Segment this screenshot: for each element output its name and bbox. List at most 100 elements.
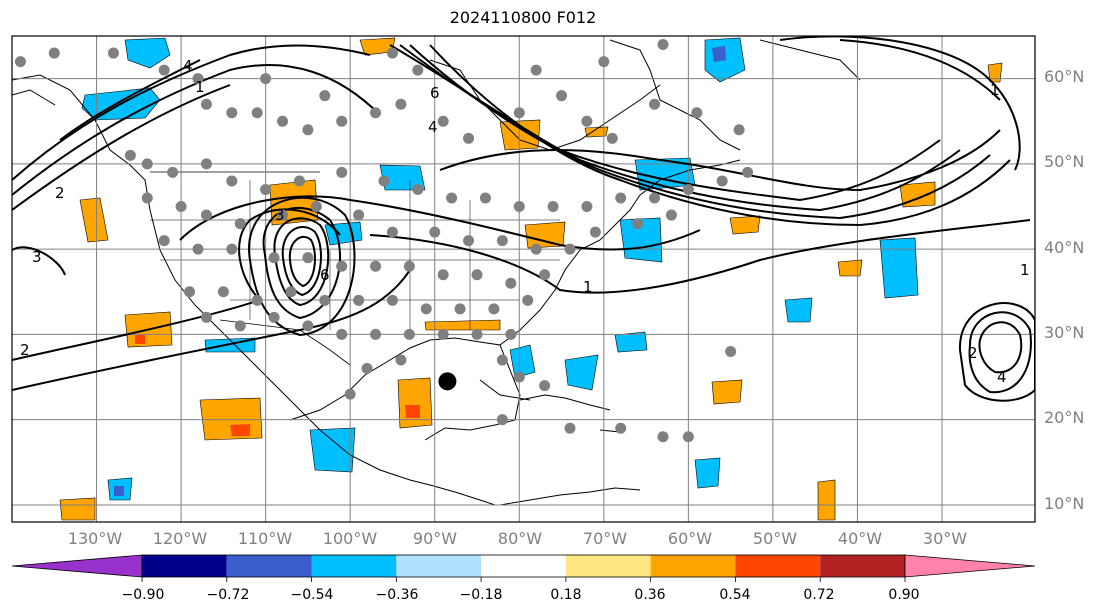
observation-dot (513, 201, 525, 213)
contour-label: 4 (997, 368, 1007, 386)
observation-dot (649, 192, 661, 204)
observation-dot (471, 269, 483, 281)
observation-dot (539, 269, 551, 281)
lon-label-120w: 120°W (152, 529, 208, 548)
contour-label: 6 (320, 266, 330, 284)
observation-dot (251, 294, 263, 306)
lon-label-70w: 70°W (582, 529, 628, 548)
observation-dot (632, 218, 644, 230)
observation-dot (446, 192, 458, 204)
observation-dot (226, 107, 238, 119)
observation-dot (107, 47, 119, 59)
contour-label: 1 (990, 81, 1000, 99)
observation-dot (302, 124, 314, 136)
colorbar-segment (565, 555, 651, 577)
observation-dot (488, 303, 500, 315)
contour-label: 4 (428, 118, 438, 136)
observation-dot (665, 209, 677, 221)
observation-dot (412, 64, 424, 76)
colorbar-tick: 0.54 (719, 587, 751, 603)
colorbar-tick: −0.18 (459, 587, 503, 603)
observation-dot (386, 47, 398, 59)
contour-label: 2 (55, 184, 65, 202)
lon-label-80w: 80°W (497, 529, 543, 548)
observation-dot (581, 115, 593, 127)
observation-dot (158, 64, 170, 76)
observation-dot (277, 115, 289, 127)
observation-dot (463, 132, 475, 144)
colorbar-segment (820, 555, 905, 577)
map-title: 2024110800 F012 (449, 8, 597, 27)
gridlines (12, 36, 1035, 522)
contour-label: 1 (195, 78, 205, 96)
observation-dot (226, 175, 238, 187)
observation-dot (530, 243, 542, 255)
observation-dot (471, 328, 483, 340)
observation-dot (420, 303, 432, 315)
observation-dot (657, 39, 669, 51)
observation-dot (378, 175, 390, 187)
observation-dot (370, 260, 382, 272)
observation-dot (141, 158, 153, 170)
observation-dot (598, 56, 610, 68)
observation-dot (361, 363, 373, 375)
observation-dot (437, 328, 449, 340)
observation-dot (479, 192, 491, 204)
observation-dot (353, 209, 365, 221)
observation-dot (589, 226, 601, 238)
observation-dot (606, 132, 618, 144)
observation-dot (530, 64, 542, 76)
observation-dot (48, 47, 60, 59)
observation-dot (513, 371, 525, 383)
observation-dot (200, 311, 212, 323)
lat-label-10n: 10°N (1044, 494, 1085, 513)
contour-label: 3 (275, 206, 285, 224)
lon-label-100w: 100°W (322, 529, 378, 548)
observation-dot (496, 235, 508, 247)
observation-dot (293, 175, 305, 187)
observation-dot (277, 209, 289, 221)
observation-dot (336, 260, 348, 272)
observation-dot (505, 328, 517, 340)
observation-dot (682, 431, 694, 443)
observation-dot (539, 380, 551, 392)
observation-dot (454, 303, 466, 315)
colorbar-segment (142, 555, 227, 577)
observation-dot (691, 107, 703, 119)
observation-dot (742, 166, 754, 178)
contour-lines (12, 36, 1035, 402)
observation-dot (336, 166, 348, 178)
colorbar-segment (650, 555, 736, 577)
lat-label-40n: 40°N (1044, 238, 1085, 257)
contour-label: 1 (1020, 261, 1030, 279)
observation-dot (226, 243, 238, 255)
observation-dot (319, 90, 331, 102)
colorbar-segment (481, 555, 566, 577)
observation-dot (403, 260, 415, 272)
observation-dot (260, 183, 272, 195)
contour-label: 1 (583, 278, 593, 296)
observation-dots (14, 39, 754, 443)
observation-dot (302, 320, 314, 332)
colorbar-segment (226, 555, 312, 577)
observation-dot (564, 243, 576, 255)
contour-label: 3 (32, 248, 42, 266)
map-frame (11, 35, 1036, 523)
observation-dot (725, 345, 737, 357)
observation-dot (463, 235, 475, 247)
storm-center-marker (438, 372, 457, 391)
observation-dot (217, 286, 229, 298)
observation-dot (319, 294, 331, 306)
observation-dot (564, 422, 576, 434)
lon-label-50w: 50°W (752, 529, 798, 548)
contour-label: 2 (20, 341, 30, 359)
observation-dot (302, 252, 314, 264)
observation-dot (437, 115, 449, 127)
lon-label-90w: 90°W (412, 529, 458, 548)
observation-dot (192, 73, 204, 85)
observation-dot (251, 107, 263, 119)
observation-dot (344, 388, 356, 400)
contour-label: 4 (183, 57, 193, 75)
lat-label-30n: 30°N (1044, 323, 1085, 342)
